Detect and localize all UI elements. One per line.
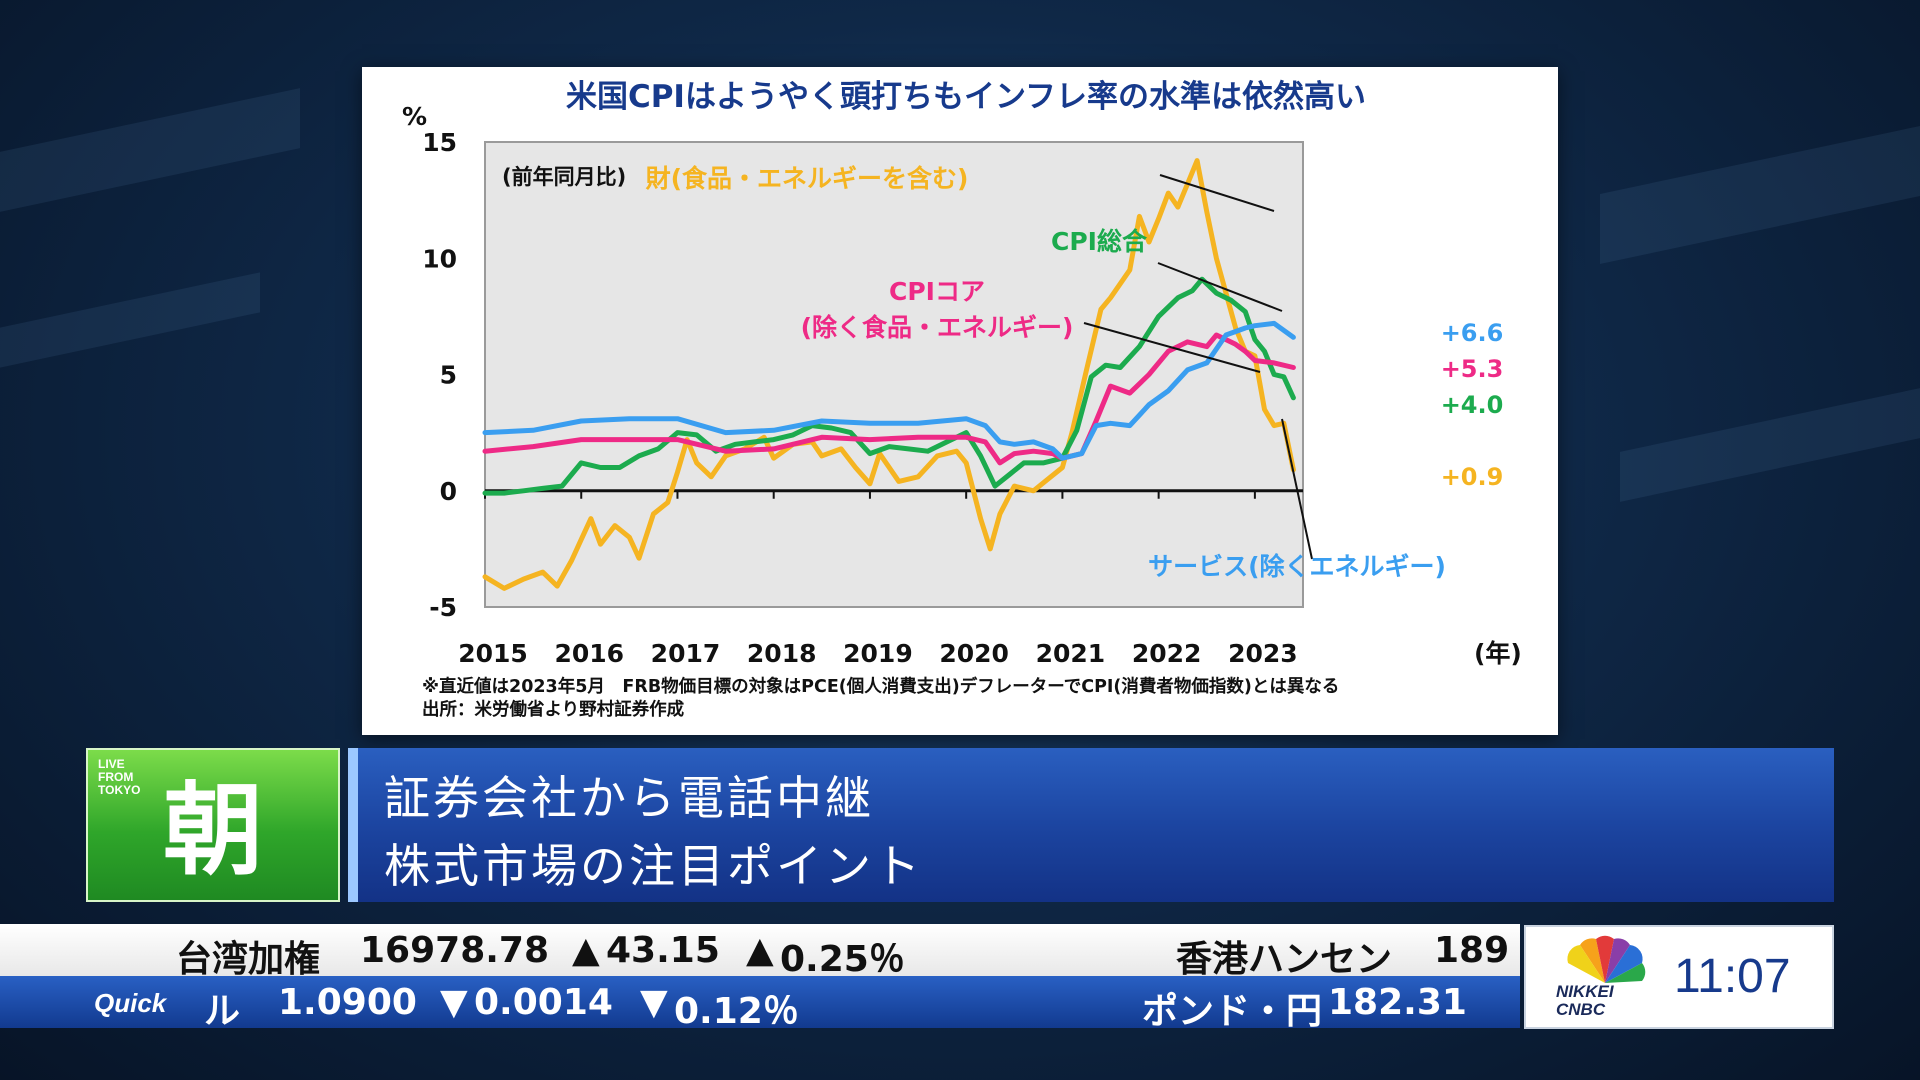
callout-leader-line bbox=[1159, 174, 1275, 212]
headline-line-2: 株式市場の注目ポイント bbox=[384, 839, 923, 893]
ticker-change-pct: 0.25％ bbox=[780, 939, 905, 980]
ticker-fx-value: 1.0900 bbox=[278, 982, 417, 1023]
ticker-fx-name: ル bbox=[204, 991, 241, 1032]
brand-name-line: NIKKEI bbox=[1556, 982, 1614, 1001]
y-axis-unit-label: % bbox=[402, 102, 427, 131]
background-panel bbox=[0, 88, 300, 212]
x-tick-label: 2021 bbox=[1036, 639, 1106, 668]
series-callout-label: CPI総合 bbox=[1051, 227, 1148, 256]
ticker-index-value: 16978.78 bbox=[360, 930, 550, 971]
ticker-index-name-2: 香港ハンセン bbox=[1176, 939, 1393, 980]
x-tick-label: 2016 bbox=[554, 639, 624, 668]
chart-note: ※直近値は2023年5月 FRB物価目標の対象はPCE(個人消費支出)デフレータ… bbox=[422, 676, 1339, 697]
series-line bbox=[482, 158, 1296, 591]
ticker-fx-name-2: ポンド・円 bbox=[1142, 991, 1323, 1032]
background-panel bbox=[1600, 125, 1920, 265]
series-end-value: +0.9 bbox=[1441, 463, 1504, 491]
up-arrow-icon: ▲ bbox=[572, 930, 600, 971]
y-axis-ticks: 15 10 5 0 -5 bbox=[422, 128, 457, 622]
series-end-labels: +6.6 +5.3 +4.0 +0.9 bbox=[1441, 319, 1504, 491]
chart-panel: 米国CPIはようやく頭打ちもインフレ率の水準は依然高い % (前年同月比) 15… bbox=[362, 67, 1558, 735]
market-ticker-top: 台湾加権 16978.78 ▲ 43.15 ▲ 0.25％ 香港ハンセン 189 bbox=[0, 924, 1520, 980]
callout-leader-line bbox=[1083, 322, 1261, 373]
x-tick-label: 2022 bbox=[1132, 639, 1202, 668]
callout-leader-line bbox=[1281, 418, 1313, 560]
cpi-line-chart: 米国CPIはようやく頭打ちもインフレ率の水準は依然高い % (前年同月比) 15… bbox=[402, 79, 1522, 720]
quick-logo: Quick bbox=[94, 988, 167, 1018]
brand-name-line: CNBC bbox=[1556, 1000, 1606, 1019]
y-tick-label: -5 bbox=[429, 593, 457, 622]
series-callout-label: 財(食品・エネルギーを含む) bbox=[646, 164, 969, 193]
y-tick-label: 10 bbox=[422, 244, 457, 273]
series-callouts: 財(食品・エネルギーを含む) CPI総合 CPIコア (除く食品・エネルギー) サービス… bbox=[646, 164, 1446, 581]
x-axis-unit-label: (年) bbox=[1474, 639, 1522, 668]
x-tick-label: 2023 bbox=[1228, 639, 1298, 668]
headline-line-1: 証券会社から電話中継 bbox=[384, 771, 874, 825]
down-arrow-icon: ▼ bbox=[640, 982, 668, 1023]
ticker-index-name: 台湾加権 bbox=[176, 939, 321, 980]
ticker-fx-change: 0.0014 bbox=[474, 982, 613, 1023]
brand-name: NIKKEI CNBC bbox=[1556, 983, 1614, 1019]
headline-bar: 証券会社から電話中継 株式市場の注目ポイント bbox=[348, 748, 1834, 902]
broadcast-clock: 11:07 bbox=[1674, 950, 1791, 1003]
x-axis-ticks: 2015 2016 2017 2018 2019 2020 2021 2022 2023 bbox=[458, 490, 1298, 668]
y-tick-label: 15 bbox=[422, 128, 457, 157]
peacock-logo-icon bbox=[1567, 935, 1646, 983]
ticker-change: 43.15 bbox=[606, 930, 720, 971]
callout-leader-line bbox=[1157, 262, 1283, 312]
network-brand-box: NIKKEI CNBC 11:07 bbox=[1524, 925, 1834, 1029]
ticker-index-value-2: 189 bbox=[1434, 930, 1510, 971]
series-end-value: +5.3 bbox=[1441, 355, 1504, 383]
chart-source: 出所：米労働省より野村証券作成 bbox=[422, 699, 685, 720]
market-ticker-bottom: Quick ル 1.0900 ▼ 0.0014 ▼ 0.12％ ポンド・円 18… bbox=[0, 976, 1520, 1032]
series-callout-label: サービス(除くエネルギー) bbox=[1148, 552, 1446, 581]
program-logo: LIVE FROM TOKYO 朝 bbox=[86, 748, 340, 902]
lower-third: LIVE FROM TOKYO 朝 証券会社から電話中継 株式市場の注目ポイント bbox=[86, 748, 1834, 902]
x-tick-label: 2017 bbox=[651, 639, 721, 668]
x-tick-label: 2020 bbox=[939, 639, 1009, 668]
y-tick-label: 5 bbox=[440, 361, 457, 390]
x-tick-label: 2018 bbox=[747, 639, 817, 668]
x-tick-label: 2019 bbox=[843, 639, 913, 668]
live-from-tokyo-label: LIVE FROM TOKYO bbox=[98, 758, 140, 797]
series-end-value: +4.0 bbox=[1441, 391, 1504, 419]
series-line bbox=[482, 332, 1296, 466]
live-label-line: FROM bbox=[98, 770, 134, 784]
series-callout-label: (除く食品・エネルギー) bbox=[801, 313, 1074, 342]
series-callout-label: CPIコア bbox=[889, 277, 985, 306]
program-name: 朝 bbox=[163, 771, 263, 889]
series-end-value: +6.6 bbox=[1441, 319, 1504, 347]
live-label-line: TOKYO bbox=[98, 783, 141, 797]
x-tick-label: 2015 bbox=[458, 639, 528, 668]
chart-title: 米国CPIはようやく頭打ちもインフレ率の水準は依然高い bbox=[566, 79, 1366, 115]
ticker-fx-value-2: 182.31 bbox=[1328, 982, 1467, 1023]
up-arrow-icon: ▲ bbox=[746, 930, 774, 971]
y-tick-label: 0 bbox=[440, 477, 457, 506]
down-arrow-icon: ▼ bbox=[440, 982, 468, 1023]
chart-subtitle: (前年同月比) bbox=[502, 165, 626, 189]
live-label-line: LIVE bbox=[98, 757, 125, 771]
ticker-fx-change-pct: 0.12％ bbox=[674, 991, 799, 1032]
background-panel bbox=[0, 272, 260, 368]
background-panel bbox=[1620, 388, 1920, 502]
